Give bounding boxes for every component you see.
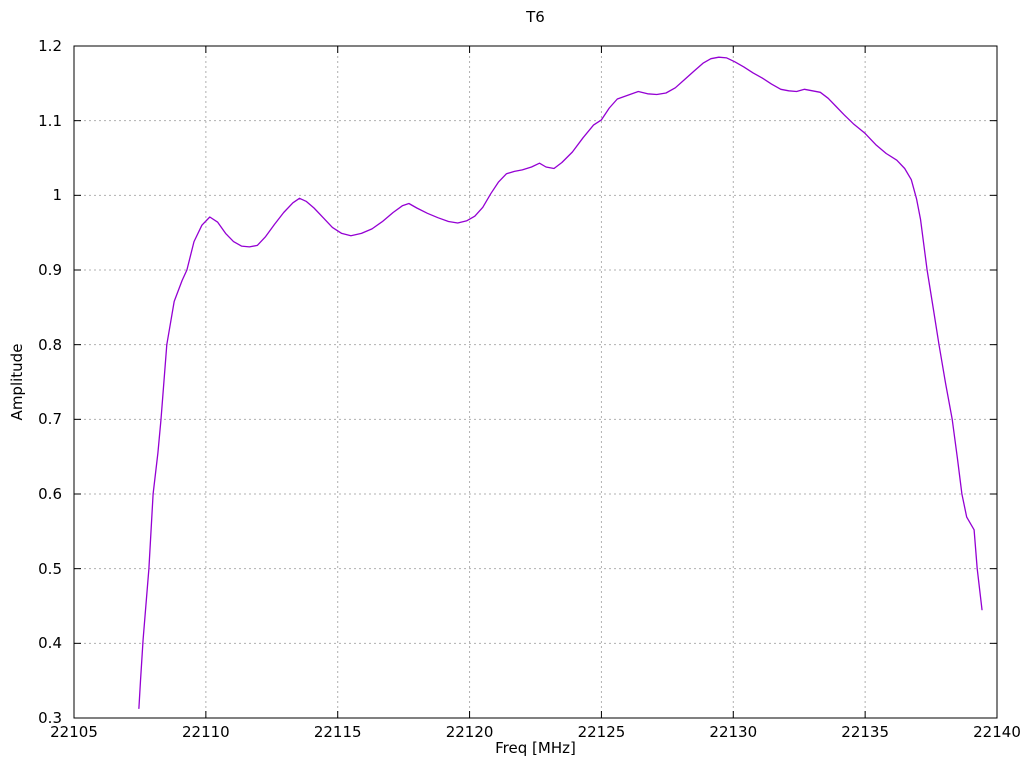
plot-frame xyxy=(73,45,998,719)
x-tick-label: 22110 xyxy=(181,723,230,741)
x-tick-label: 22105 xyxy=(50,723,98,741)
y-tick-label: 1 xyxy=(52,186,62,205)
x-tick-label: 22130 xyxy=(709,723,758,741)
y-tick-label: 0.6 xyxy=(38,485,62,503)
y-tick-label: 0.3 xyxy=(38,709,62,727)
grid-lines xyxy=(74,46,997,718)
chart-title: T6 xyxy=(526,8,545,26)
y-tick-label: 0.4 xyxy=(38,634,62,653)
x-tick-label: 22135 xyxy=(841,723,889,741)
y-tick-label: 0.7 xyxy=(38,410,62,429)
y-tick-label: 1.2 xyxy=(38,37,62,55)
y-tick-label: 0.9 xyxy=(38,261,62,279)
axis-ticks xyxy=(73,45,998,719)
series-line-T6 xyxy=(138,56,983,709)
y-tick-label: 0.8 xyxy=(38,335,62,354)
x-tick-label: 22120 xyxy=(445,723,494,741)
x-tick-label: 22115 xyxy=(313,723,362,741)
x-axis-label: Freq [MHz] xyxy=(495,739,576,757)
y-tick-label: 0.5 xyxy=(38,559,62,578)
y-tick-label: 1.1 xyxy=(38,111,62,130)
x-tick-label: 22125 xyxy=(577,723,626,741)
x-tick-label: 22140 xyxy=(973,723,1021,741)
